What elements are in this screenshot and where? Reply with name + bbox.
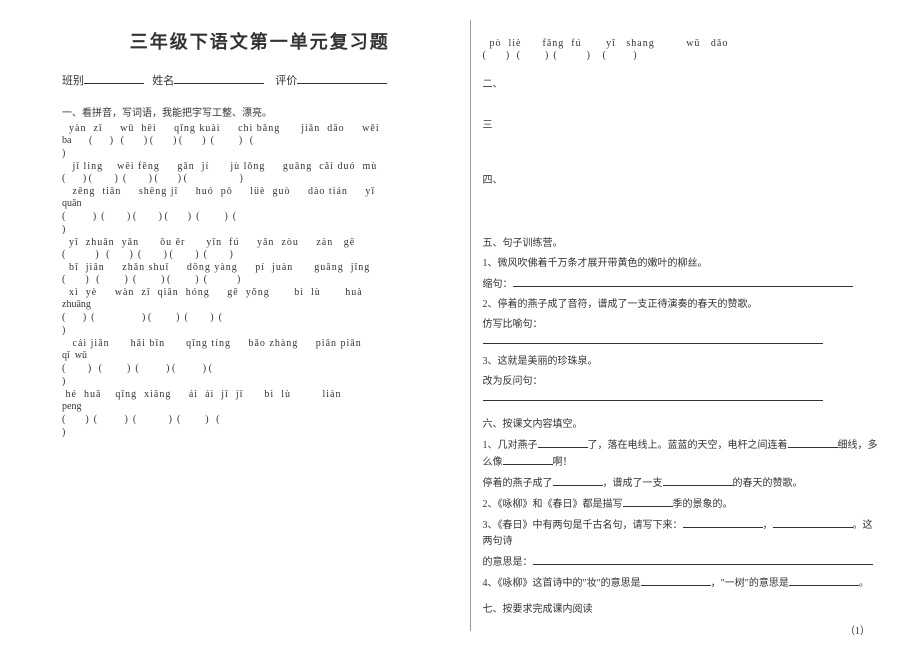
class-blank[interactable] [84,72,144,84]
fill-blank[interactable] [538,437,588,448]
pinyin-row: cái jiǎn hǎi bīn qīng tíng bǎo zhàng piā… [62,338,458,349]
section-6-label: 六、按课文内容填空。 [483,417,879,433]
paren-row: qǐ wǔ [62,350,458,361]
fill-blank[interactable] [663,475,733,486]
pinyin-row: yàn zǐ wū hēi qīng kuài chì bǎng jiǎn dā… [62,123,458,134]
fill-blank[interactable] [513,276,853,287]
section-1-label: 一、看拼音，写词语，我能把字写工整、漂亮。 [62,104,458,119]
paren-row: ) [62,427,458,438]
grade-blank[interactable] [297,72,387,84]
pinyin-row: yī zhuǎn yǎn ǒu ěr yīn fú yǎn zòu zàn gē [62,237,458,248]
paren-row: ) [62,224,458,235]
paren-row: ) [62,325,458,336]
fill-blank[interactable] [533,554,873,565]
paren-row: zhuāng [62,299,458,310]
q6-2: 2、《咏柳》和《春日》都是描写季的景象的。 [483,496,879,513]
q6-4: 4、《咏柳》这首诗中的"妆"的意思是，"一树"的意思是。 [483,575,879,592]
fill-blank[interactable] [773,517,853,528]
paren-row: ( ) ( ) ( ) ( ) [483,50,879,61]
paren-row: ) [62,376,458,387]
paren-row: ( ) ( ) ( ) ( ) ( [62,363,458,374]
header-line: 班别 姓名 评价 [62,72,458,88]
grade-label: 评价 [275,75,297,87]
pinyin-row: hé huā qīng xiāng ái ái jǐ jǐ bì lù lián [62,389,458,400]
q5-3: 3、这就是美丽的珍珠泉。 [483,354,879,370]
paren-row: peng [62,401,458,412]
pinyin-row: jī ling wēi fēng gǎn jí jù lǒng guāng cǎ… [62,161,458,172]
section-4-label: 四、 [483,171,879,186]
section-2-label: 二、 [483,75,879,90]
pinyin-row: xì yè wàn zǐ qiān hóng gē yǒng bì lù huà [62,287,458,298]
q5-2: 2、停着的燕子成了音符，谱成了一支正待演奏的春天的赞歌。 [483,297,879,313]
class-label: 班别 [62,75,84,87]
fill-blank[interactable] [503,454,553,465]
pinyin-row: bī jiān zhǎn shuǐ dōng yàng pí juàn guān… [62,262,458,273]
fill-blank[interactable] [683,517,763,528]
fill-blank[interactable] [641,575,711,586]
page-title: 三年级下语文第一单元复习题 [62,28,458,54]
fill-blank[interactable] [483,390,823,401]
fill-blank[interactable] [483,333,823,344]
paren-row: ba ( ) ( ) ( ) ( ) ( ) ( [62,135,458,146]
q5-1b: 缩句： [483,276,879,293]
q6-3: 3、《春日》中有两句是千古名句，请写下来：，。这两句诗 [483,517,879,550]
section-5-label: 五、句子训练营。 [483,236,879,252]
paren-row: ) [62,148,458,159]
fill-blank[interactable] [553,475,603,486]
name-label: 姓名 [152,75,174,87]
fill-blank[interactable] [623,496,673,507]
paren-row: ( ) ( ) ( ) ( ) ( [62,312,458,323]
section-3-label: 三 [483,116,879,131]
q6-1-cont: 停着的燕子成了，谱成了一支的春天的赞歌。 [483,475,879,492]
q6-3b: 的意思是： [483,554,879,571]
paren-row: ( ) ( ) ( ) ( ) ( ) [62,173,458,184]
paren-row: ( ) ( ) ( ) ( ) ( ) ( [62,211,458,222]
fill-blank[interactable] [788,437,838,448]
page-number: （1） [845,622,870,637]
paren-row: ( ) ( ) ( ) ( ) ( ) [62,274,458,285]
paren-row: ( ) ( ) ( ) ( ) ( [62,414,458,425]
pinyin-row: pò liè fǎng fú yī shang wǔ dǎo [483,38,879,49]
q6-1: 1、几对燕子了，落在电线上。蓝蓝的天空，电杆之间连着细线，多么像啊！ [483,437,879,471]
q5-2b: 仿写比喻句： [483,317,879,350]
q5-3b: 改为反问句： [483,374,879,407]
section-7-label: 七、按要求完成课内阅读 [483,602,879,618]
paren-row: quān [62,198,458,209]
fill-blank[interactable] [789,575,859,586]
name-blank[interactable] [174,72,264,84]
paren-row: ( ) ( ) ( ) ( ) ( ) [62,249,458,260]
q5-1: 1、微风吹佛着千万条才展开带黄色的嫩叶的柳丝。 [483,256,879,272]
pinyin-row: zēng tiān shēng jī huó pō lüè guò dào ti… [62,186,458,197]
